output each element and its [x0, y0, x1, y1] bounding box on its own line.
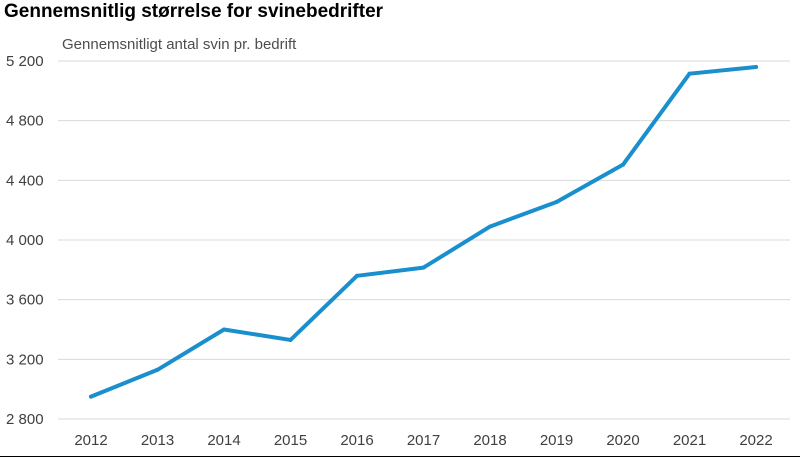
chart-title: Gennemsnitlig størrelse for svinebedrift… — [4, 1, 384, 22]
x-tick-label: 2012 — [74, 432, 107, 449]
gridlines — [58, 60, 790, 420]
x-tick-label: 2013 — [141, 432, 174, 449]
x-tick-label: 2015 — [274, 432, 307, 449]
data-point — [687, 71, 692, 76]
x-tick-labels: 2012 2013 2014 2015 2016 2017 2018 2019 2020 2021… — [74, 432, 772, 449]
x-tick-label: 2020 — [606, 432, 639, 449]
x-tick-label: 2022 — [739, 432, 772, 449]
series-line — [89, 64, 758, 399]
data-point — [222, 327, 226, 332]
data-point — [421, 265, 426, 270]
x-tick-label: 2016 — [340, 432, 373, 449]
y-tick-label: 4 000 — [6, 232, 44, 249]
y-tick-labels: 2 800 3 200 3 600 4 000 4 400 4 800 5 200 — [6, 53, 44, 428]
y-tick-label: 4 400 — [6, 172, 44, 189]
data-point — [89, 394, 93, 399]
series-layer — [89, 64, 758, 399]
data-point — [288, 337, 293, 342]
y-tick-label: 3 600 — [6, 292, 44, 309]
bottom-rule — [0, 456, 800, 457]
x-tick-label: 2021 — [673, 432, 706, 449]
x-tick-label: 2014 — [207, 432, 240, 449]
x-tick-label: 2017 — [407, 432, 440, 449]
data-point — [554, 199, 559, 204]
data-point — [621, 162, 625, 167]
x-tick-label: 2018 — [473, 432, 506, 449]
data-point — [155, 367, 160, 372]
data-point — [754, 64, 758, 69]
y-tick-label: 5 200 — [6, 53, 44, 70]
y-tick-label: 2 800 — [6, 411, 44, 428]
y-axis-title: Gennemsnitligt antal svin pr. bedrift — [62, 36, 297, 53]
data-point — [355, 273, 359, 278]
y-tick-label: 3 200 — [6, 351, 44, 368]
data-point — [488, 224, 492, 229]
y-tick-label: 4 800 — [6, 113, 44, 130]
x-tick-label: 2019 — [540, 432, 573, 449]
